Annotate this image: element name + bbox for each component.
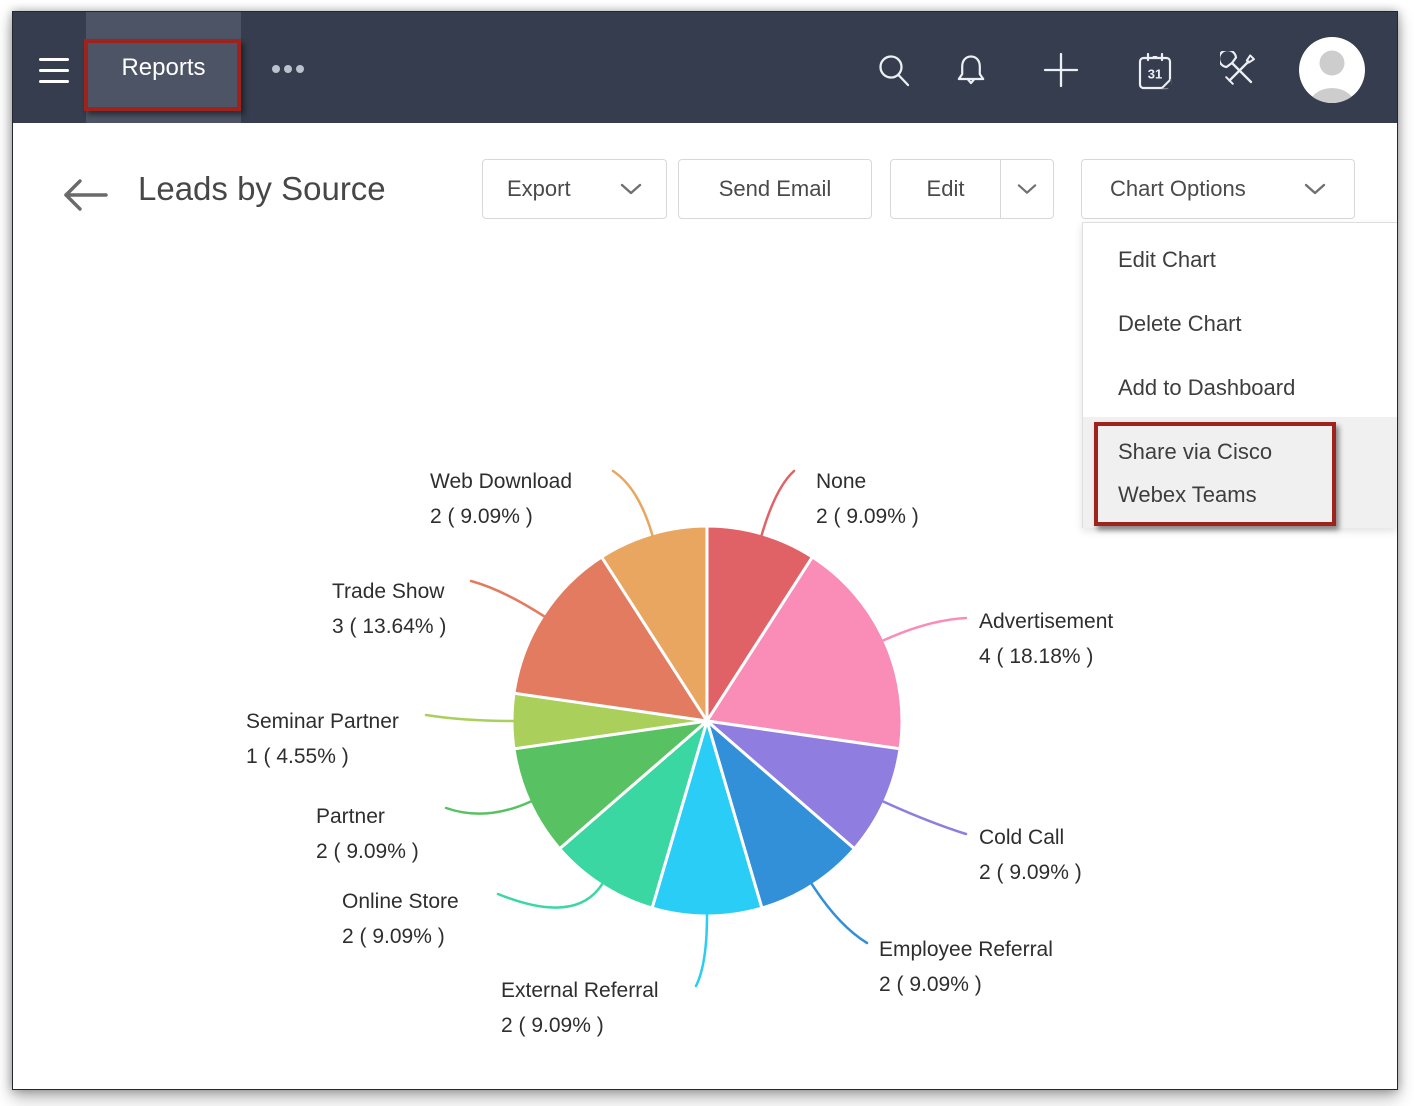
pie-leader-line-online-store xyxy=(498,884,602,907)
edit-button-label: Edit xyxy=(927,176,965,202)
edit-split-button[interactable]: Edit xyxy=(890,159,1054,219)
pie-label-seminar-partner: Seminar Partner1 ( 4.55% ) xyxy=(246,704,399,774)
pie-leader-line-none xyxy=(762,471,794,535)
add-plus-icon[interactable] xyxy=(1043,51,1079,91)
calendar-day-label: 31 xyxy=(1148,67,1162,82)
pie-leader-line-cold-call xyxy=(884,802,967,834)
pie-label-employee-referral: Employee Referral2 ( 9.09% ) xyxy=(879,932,1053,1002)
hamburger-menu-icon[interactable] xyxy=(39,55,69,87)
share-label-line1: Share via Cisco xyxy=(1118,430,1272,473)
menu-item-edit-chart[interactable]: Edit Chart xyxy=(1083,228,1397,292)
menu-item-share-via-cisco-webex-teams[interactable]: Share via Cisco Webex Teams xyxy=(1083,417,1397,528)
calendar-icon[interactable]: 31 xyxy=(1137,51,1173,91)
notifications-bell-icon[interactable] xyxy=(953,51,989,91)
chart-options-button-label: Chart Options xyxy=(1110,176,1246,202)
app-window: Reports 31 xyxy=(12,11,1398,1090)
pie-label-trade-show: Trade Show3 ( 13.64% ) xyxy=(332,574,446,644)
pie-label-online-store: Online Store2 ( 9.09% ) xyxy=(342,884,459,954)
tab-reports-label: Reports xyxy=(121,54,205,82)
pie-leader-line-trade-show xyxy=(471,581,544,616)
pie-label-advertisement: Advertisement4 ( 18.18% ) xyxy=(979,604,1113,674)
pie-leader-line-partner xyxy=(446,802,531,814)
pie-label-none: None2 ( 9.09% ) xyxy=(816,464,919,534)
share-label-line2: Webex Teams xyxy=(1118,473,1272,516)
pie-leader-line-external-referral xyxy=(696,915,707,986)
menu-item-add-to-dashboard[interactable]: Add to Dashboard xyxy=(1083,356,1397,420)
edit-dropdown-toggle[interactable] xyxy=(1001,160,1053,218)
send-email-button[interactable]: Send Email xyxy=(678,159,872,219)
edit-button[interactable]: Edit xyxy=(891,160,1001,218)
tools-icon[interactable] xyxy=(1220,51,1256,91)
pie-leader-line-advertisement xyxy=(884,618,967,640)
pie-leader-line-employee-referral xyxy=(812,884,867,943)
share-menu-item-label: Share via Cisco Webex Teams xyxy=(1118,430,1272,516)
chevron-down-icon xyxy=(1304,183,1326,195)
chart-options-button[interactable]: Chart Options xyxy=(1081,159,1355,219)
user-avatar[interactable] xyxy=(1298,36,1366,104)
pie-leader-line-seminar-partner xyxy=(426,715,513,721)
search-icon[interactable] xyxy=(877,51,913,91)
chart-options-menu: Edit Chart Delete Chart Add to Dashboard… xyxy=(1082,222,1397,528)
chevron-down-icon xyxy=(1017,183,1037,195)
export-button[interactable]: Export xyxy=(482,159,667,219)
pie-label-partner: Partner2 ( 9.09% ) xyxy=(316,799,419,869)
back-arrow-icon[interactable] xyxy=(61,177,109,213)
pie-label-cold-call: Cold Call2 ( 9.09% ) xyxy=(979,820,1082,890)
chevron-down-icon xyxy=(620,183,642,195)
export-button-label: Export xyxy=(507,176,571,202)
send-email-button-label: Send Email xyxy=(719,176,832,202)
pie-label-web-download: Web Download2 ( 9.09% ) xyxy=(430,464,572,534)
pie-leader-line-web-download xyxy=(613,471,652,535)
page-title: Leads by Source xyxy=(138,170,386,208)
pie-label-external-referral: External Referral2 ( 9.09% ) xyxy=(501,973,659,1043)
tab-reports[interactable]: Reports xyxy=(86,12,241,123)
menu-item-delete-chart[interactable]: Delete Chart xyxy=(1083,292,1397,356)
top-navbar: Reports 31 xyxy=(13,12,1397,123)
more-modules-ellipsis-icon[interactable] xyxy=(271,64,305,74)
